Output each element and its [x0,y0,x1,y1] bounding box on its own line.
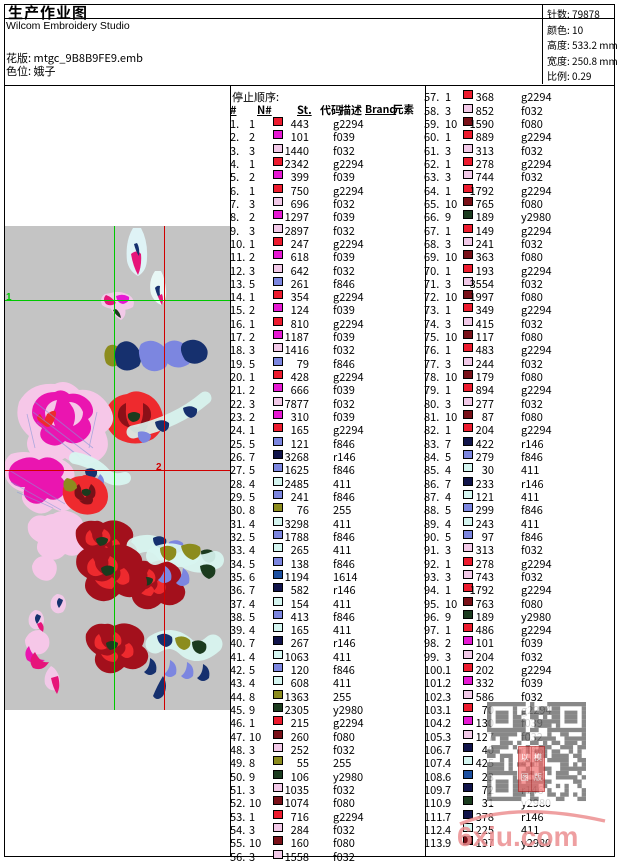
svg-text:模: 模 [534,752,542,763]
svg-text:图: 图 [521,772,529,783]
svg-text:版: 版 [534,772,542,783]
svg-text:6xiu.com: 6xiu.com [457,821,578,851]
svg-text:以: 以 [521,752,529,763]
